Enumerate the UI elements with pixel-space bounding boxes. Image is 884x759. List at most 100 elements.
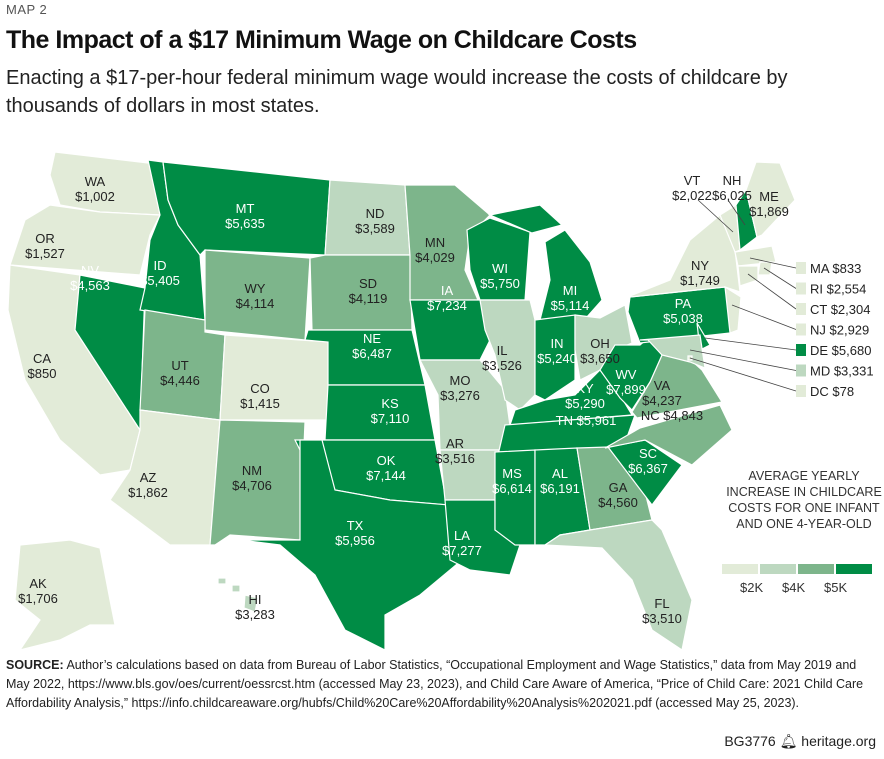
state-abbr: SC xyxy=(639,446,657,461)
state-abbr: NE xyxy=(363,331,381,346)
state-value: $1,869 xyxy=(749,204,789,219)
state-shape xyxy=(534,314,576,401)
leader-line xyxy=(747,273,797,310)
state-label-me: ME $1,869 xyxy=(749,189,789,219)
callout-label: MA $833 xyxy=(810,261,861,276)
state-value: $3,510 xyxy=(642,611,682,626)
state-abbr: IA xyxy=(441,283,454,298)
state-abbr: MS xyxy=(502,466,522,481)
state-value: $1,527 xyxy=(25,246,65,261)
state-label-hi: HI $3,283 xyxy=(235,592,275,622)
state-label-co: CO $1,415 xyxy=(240,381,280,411)
state-abbr: WV xyxy=(616,367,637,382)
state-abbr: ME xyxy=(759,189,779,204)
legend-tick: $4K xyxy=(782,580,806,595)
state-abbr: HI xyxy=(249,592,262,607)
state-abbr: GA xyxy=(609,480,628,495)
legend-title: AVERAGE YEARLY INCREASE IN CHILDCARE COS… xyxy=(726,469,882,531)
state-label-mi: MI $5,114 xyxy=(551,283,590,313)
state-shape xyxy=(539,229,603,321)
state-abbr: CA xyxy=(33,351,51,366)
page-title: The Impact of a $17 Minimum Wage on Chil… xyxy=(6,26,637,54)
state-shape xyxy=(604,404,733,466)
state-label-in: IN $5,240 xyxy=(537,336,577,366)
state-abbr: PA xyxy=(675,296,692,311)
source-text: Author’s calculations based on data from… xyxy=(6,658,864,710)
state-ct xyxy=(737,265,759,287)
state-abbr: IL xyxy=(497,343,508,358)
state-abbr: VT xyxy=(684,173,701,188)
callout-label: NJ $2,929 xyxy=(810,323,869,338)
callout-swatch xyxy=(796,385,806,397)
state-label-ny: NY $1,749 xyxy=(680,258,720,288)
state-label-sc: SC $6,367 xyxy=(628,446,668,476)
state-abbr: FL xyxy=(654,596,669,611)
state-nj xyxy=(724,285,742,334)
state-label-id: ID $5,405 xyxy=(140,258,180,288)
state-value: $5,038 xyxy=(663,311,703,326)
site-link[interactable]: heritage.org xyxy=(801,733,876,749)
state-abbr: OH xyxy=(590,336,610,351)
state-value: $3,276 xyxy=(440,388,480,403)
state-label-pa: PA $5,038 xyxy=(663,296,703,326)
state-label-nm: NM $4,706 xyxy=(232,463,272,493)
state-label-ne: NE $6,487 xyxy=(352,331,392,361)
legend-swatch-1 xyxy=(722,564,758,574)
callout-swatch xyxy=(796,323,806,336)
state-shape xyxy=(217,577,227,585)
leader-line xyxy=(763,267,797,289)
state-value: $5,635 xyxy=(225,216,265,231)
state-abbr: OR xyxy=(35,231,55,246)
callout-ri: RI $2,554 xyxy=(763,267,866,297)
state-value: $5,114 xyxy=(551,298,590,313)
callout-swatch xyxy=(796,344,806,356)
state-abbr: ND xyxy=(366,206,385,221)
state-abbr: AR xyxy=(446,436,464,451)
source-label: SOURCE: xyxy=(6,658,64,672)
state-abbr: LA xyxy=(454,528,470,543)
state-label-al: AL $6,191 xyxy=(540,466,580,496)
state-mi xyxy=(487,204,603,321)
state-value: $3,526 xyxy=(482,358,522,373)
state-value: $7,144 xyxy=(366,468,406,483)
state-label-mo: MO $3,276 xyxy=(440,373,480,403)
state-shape xyxy=(9,204,161,276)
state-label-tn: TN $5,961 xyxy=(556,413,617,428)
state-label-sd: SD $4,119 xyxy=(349,276,388,306)
state-label-ar: AR $3,516 xyxy=(435,436,475,466)
state-label-tx: TX $5,956 xyxy=(335,518,375,548)
state-value: $6,191 xyxy=(540,481,580,496)
state-label-vt: VT $2,022 xyxy=(672,173,712,203)
state-value: $6,487 xyxy=(352,346,392,361)
state-abbr: OK xyxy=(377,453,396,468)
callout-ma: MA $833 xyxy=(749,257,861,276)
state-label-mt: MT $5,635 xyxy=(225,201,265,231)
state-ms xyxy=(494,449,536,546)
state-abbr: AZ xyxy=(140,470,157,485)
state-value: $6,367 xyxy=(628,461,668,476)
state-shape xyxy=(239,439,463,650)
state-abbr: WI xyxy=(492,261,508,276)
subtitle: Enacting a $17-per-hour federal minimum … xyxy=(6,67,788,117)
state-value: $3,650 xyxy=(580,351,620,366)
state-label-il: IL $3,526 xyxy=(482,343,522,373)
state-abbr: ID xyxy=(154,258,167,273)
state-value: $7,234 xyxy=(427,298,467,313)
callout-label: MD $3,331 xyxy=(810,364,874,379)
callout-label: DC $78 xyxy=(810,384,854,399)
state-abbr: NM xyxy=(242,463,262,478)
state-abbr: KY xyxy=(576,381,594,396)
state-value: $4,563 xyxy=(70,278,110,293)
state-value: $850 xyxy=(28,366,57,381)
legend-swatch-3 xyxy=(798,564,834,574)
callout-md: MD $3,331 xyxy=(689,349,874,379)
state-abbr: NY xyxy=(691,258,709,273)
callout-de: DE $5,680 xyxy=(704,337,871,358)
state-value: $7,899 xyxy=(606,382,646,397)
state-abbr: MT xyxy=(236,201,255,216)
state-label-nc: NC $4,843 xyxy=(641,408,703,423)
state-shape xyxy=(734,245,777,267)
state-fl xyxy=(543,519,693,650)
state-ak xyxy=(14,539,116,650)
state-value: $4,119 xyxy=(349,291,388,306)
